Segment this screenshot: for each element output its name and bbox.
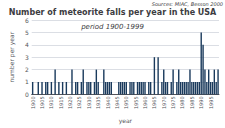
svg-text:1985: 1985 (189, 96, 195, 109)
svg-text:1925: 1925 (76, 96, 82, 109)
svg-text:1975: 1975 (170, 96, 176, 109)
svg-text:1995: 1995 (208, 96, 214, 109)
svg-text:1930: 1930 (86, 96, 92, 109)
svg-text:2: 2 (25, 66, 29, 73)
svg-text:1960: 1960 (142, 96, 148, 109)
svg-text:Sources: MIAC, Besson 2000: Sources: MIAC, Besson 2000 (152, 1, 223, 7)
svg-text:1945: 1945 (114, 96, 120, 109)
svg-text:1900: 1900 (30, 96, 36, 109)
svg-text:1940: 1940 (105, 96, 111, 109)
svg-text:1990: 1990 (198, 96, 204, 109)
svg-text:1920: 1920 (67, 96, 73, 109)
svg-text:1950: 1950 (123, 96, 129, 109)
svg-text:Number of meteorite falls per: Number of meteorite falls per year in th… (9, 8, 217, 17)
svg-text:1905: 1905 (39, 96, 45, 109)
svg-text:5: 5 (25, 29, 29, 36)
svg-text:1910: 1910 (48, 96, 54, 109)
svg-text:4: 4 (25, 41, 29, 48)
svg-text:1955: 1955 (133, 96, 139, 109)
svg-text:number per year: number per year (8, 31, 16, 82)
svg-text:1970: 1970 (161, 96, 167, 109)
svg-text:year: year (119, 117, 133, 125)
svg-text:0: 0 (25, 91, 29, 98)
svg-text:1965: 1965 (151, 96, 157, 109)
svg-text:1915: 1915 (58, 96, 64, 109)
svg-text:6: 6 (25, 17, 29, 24)
svg-text:3: 3 (25, 54, 29, 61)
svg-text:1: 1 (25, 78, 29, 85)
svg-text:1935: 1935 (95, 96, 101, 109)
svg-text:1980: 1980 (179, 96, 185, 109)
svg-text:period 1900-1999: period 1900-1999 (80, 23, 144, 31)
